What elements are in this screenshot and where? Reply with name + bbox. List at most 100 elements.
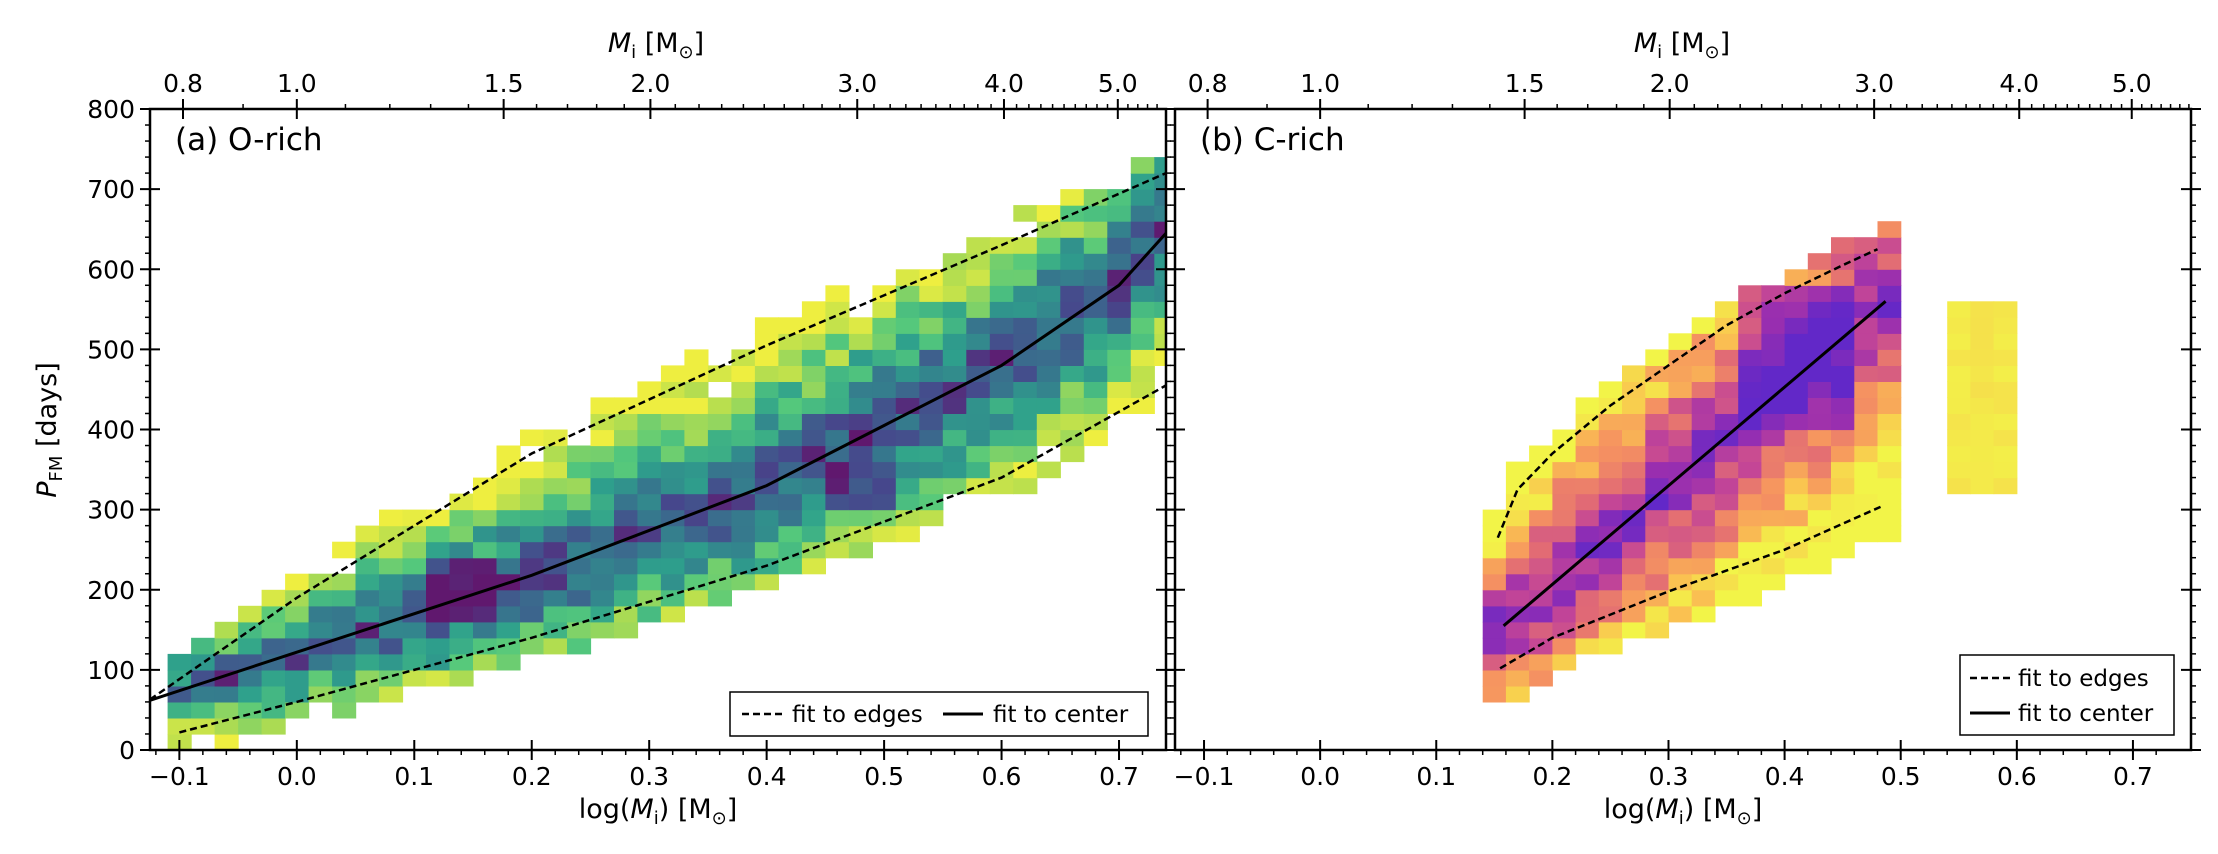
heatmap-cell [801, 349, 826, 366]
heatmap-cell [848, 413, 873, 431]
heatmap-cell [872, 285, 897, 302]
heatmap-cell [895, 477, 920, 495]
heatmap-cell [238, 701, 263, 719]
heatmap-cell [1668, 493, 1693, 511]
heatmap-cell [285, 621, 310, 639]
heatmap-cell [1877, 349, 1902, 366]
heatmap-cell [520, 637, 545, 655]
heatmap-cell [1154, 349, 1166, 366]
heatmap-cell [1107, 221, 1132, 238]
heatmap-cells-b [1482, 221, 2018, 703]
heatmap-cell [848, 445, 873, 463]
heatmap-cell [543, 605, 568, 623]
heatmap-cell [449, 493, 474, 511]
heatmap-cell [1831, 461, 1855, 479]
heatmap-cell [1877, 413, 1902, 431]
heatmap-cell [942, 301, 967, 318]
heatmap-cell [1083, 253, 1108, 270]
heatmap-cell [825, 445, 850, 463]
heatmap-cell [660, 589, 685, 607]
heatmap-cell [1154, 205, 1166, 222]
heatmap-cell [1036, 301, 1061, 318]
heatmap-cell [1831, 445, 1855, 463]
legend-b: fit to edges fit to center [1959, 654, 2175, 736]
heatmap-cell [895, 429, 920, 447]
heatmap-cell [1831, 381, 1855, 398]
heatmap-cell [449, 653, 474, 671]
heatmap-cell [1107, 301, 1132, 318]
heatmap-cell [707, 413, 732, 431]
heatmap-cell [684, 573, 709, 591]
legend-a: fit to edges fit to center [729, 691, 1149, 737]
x-axis-title-b: log(Mi) [M⊙] [1604, 794, 1763, 829]
heatmap-cell [801, 301, 826, 318]
heatmap-cell [543, 573, 568, 591]
heatmap-cell [1947, 445, 1971, 463]
x-tick-label: −0.1 [1174, 762, 1235, 791]
heatmap-cell [1622, 445, 1646, 463]
heatmap-cell [919, 317, 944, 334]
heatmap-cell [1831, 413, 1855, 431]
heatmap-cell [1575, 541, 1600, 559]
heatmap-cell [543, 429, 568, 447]
heatmap-cell [1738, 557, 1762, 575]
fit-edges-lower-a [179, 384, 1166, 734]
heatmap-cell [1668, 397, 1693, 414]
heatmap-cell [1714, 301, 1739, 318]
heatmap-cell [1622, 621, 1646, 639]
heatmap-cell [1831, 525, 1855, 543]
heatmap-cell [1784, 461, 1809, 479]
heatmap-cell [1668, 445, 1693, 463]
heatmap-cell [966, 285, 991, 302]
heatmap-cell [496, 621, 521, 639]
heatmap-cell [1691, 413, 1716, 431]
heatmap-cell [496, 541, 521, 559]
heatmap-cell [872, 477, 897, 495]
heatmap-cell [308, 669, 333, 687]
heatmap-cell [1807, 333, 1832, 350]
heatmap-cell [1831, 477, 1855, 495]
heatmap-cell [637, 589, 662, 607]
heatmap-cell [1060, 237, 1085, 254]
heatmap-cell [637, 461, 662, 479]
ticks-b: −0.1 0.0 0.1 0.2 0.3 0.4 0.5 0.6 0.7 0.8 1.0 1.5 2.0… [1165, 69, 2201, 791]
heatmap-cell [660, 525, 685, 543]
heatmap-cell [1784, 301, 1809, 318]
heatmap-cell [1668, 333, 1693, 350]
heatmap-cell [520, 525, 545, 543]
heatmap-cell [1598, 541, 1623, 559]
heatmap-cell [285, 669, 310, 687]
heatmap-cell [1761, 429, 1786, 447]
heatmap-cell [614, 589, 639, 607]
heatmap-cell [1993, 445, 2018, 463]
heatmap-cell [825, 413, 850, 431]
heatmap-cell [1529, 461, 1553, 479]
heatmap-cell [261, 685, 286, 703]
heatmap-cell [1668, 429, 1693, 447]
heatmap-cell [214, 685, 239, 703]
top-tick-label: 1.5 [484, 69, 524, 98]
heatmap-cell [942, 365, 967, 382]
heatmap-cell [520, 557, 545, 575]
heatmap-cell [449, 573, 474, 591]
heatmap-cell [778, 493, 803, 511]
heatmap-cell [660, 413, 685, 431]
heatmap-cell [473, 477, 498, 495]
heatmap-cell [919, 301, 944, 318]
heatmap-cell [989, 461, 1014, 479]
heatmap-cell [684, 445, 709, 463]
heatmap-cell [379, 653, 404, 671]
heatmap-cell [332, 605, 357, 623]
heatmap-cell [825, 349, 850, 366]
heatmap-cell [637, 445, 662, 463]
heatmap-cell [1083, 381, 1108, 398]
heatmap-cell [1060, 413, 1085, 431]
panel-label-b: (b) C-rich [1200, 122, 1345, 158]
heatmap-cell [1083, 429, 1108, 447]
heatmap-cell [1529, 445, 1553, 463]
heatmap-cell [1060, 381, 1085, 398]
heatmap-cell [261, 621, 286, 639]
heatmap-cell [614, 445, 639, 463]
heatmap-cell [919, 381, 944, 398]
